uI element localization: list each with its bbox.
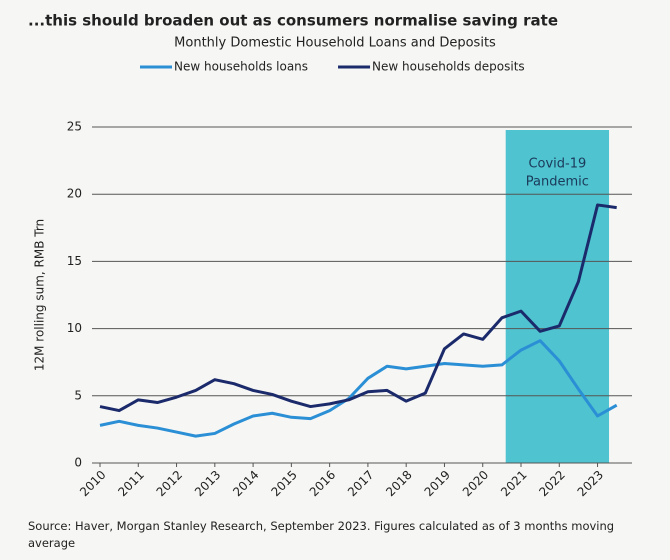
series-line xyxy=(99,203,617,413)
y-tick-label: 15 xyxy=(67,254,82,268)
x-tick-label: 2013 xyxy=(192,468,223,499)
y-tick-label: 10 xyxy=(67,321,82,335)
legend-label: New households deposits xyxy=(372,60,525,74)
x-tick-label: 2021 xyxy=(498,468,529,499)
x-tick-label: 2011 xyxy=(115,468,146,499)
x-tick-label: 2016 xyxy=(307,468,338,499)
y-tick-label: 20 xyxy=(67,187,82,201)
x-tick-label: 2014 xyxy=(230,468,261,499)
source: Source: Haver, Morgan Stanley Research, … xyxy=(28,519,614,550)
legend-label: New households loans xyxy=(174,60,308,74)
x-tick-label: 2022 xyxy=(536,468,567,499)
y-tick-label: 5 xyxy=(74,388,82,402)
x-tick-label: 2020 xyxy=(460,468,491,499)
highlight-label: Covid-19 xyxy=(528,157,586,172)
chart-title: ...this should broaden out as consumers … xyxy=(28,12,558,30)
x-tick-label: 2017 xyxy=(345,468,376,499)
x-tick-label: 2019 xyxy=(422,468,453,499)
series-line xyxy=(99,339,618,438)
y-axis-label: 12M rolling sum, RMB Trn xyxy=(33,219,47,371)
y-tick-label: 25 xyxy=(67,120,82,134)
y-tick-label: 0 xyxy=(74,456,82,470)
highlight-label: Pandemic xyxy=(526,175,589,190)
x-tick-label: 2012 xyxy=(154,468,185,499)
x-tick-label: 2015 xyxy=(268,468,299,499)
chart-subtitle: Monthly Domestic Household Loans and Dep… xyxy=(174,36,496,51)
x-tick-label: 2023 xyxy=(575,468,606,499)
x-tick-label: 2018 xyxy=(383,468,414,499)
x-tick-label: 2010 xyxy=(77,468,108,499)
